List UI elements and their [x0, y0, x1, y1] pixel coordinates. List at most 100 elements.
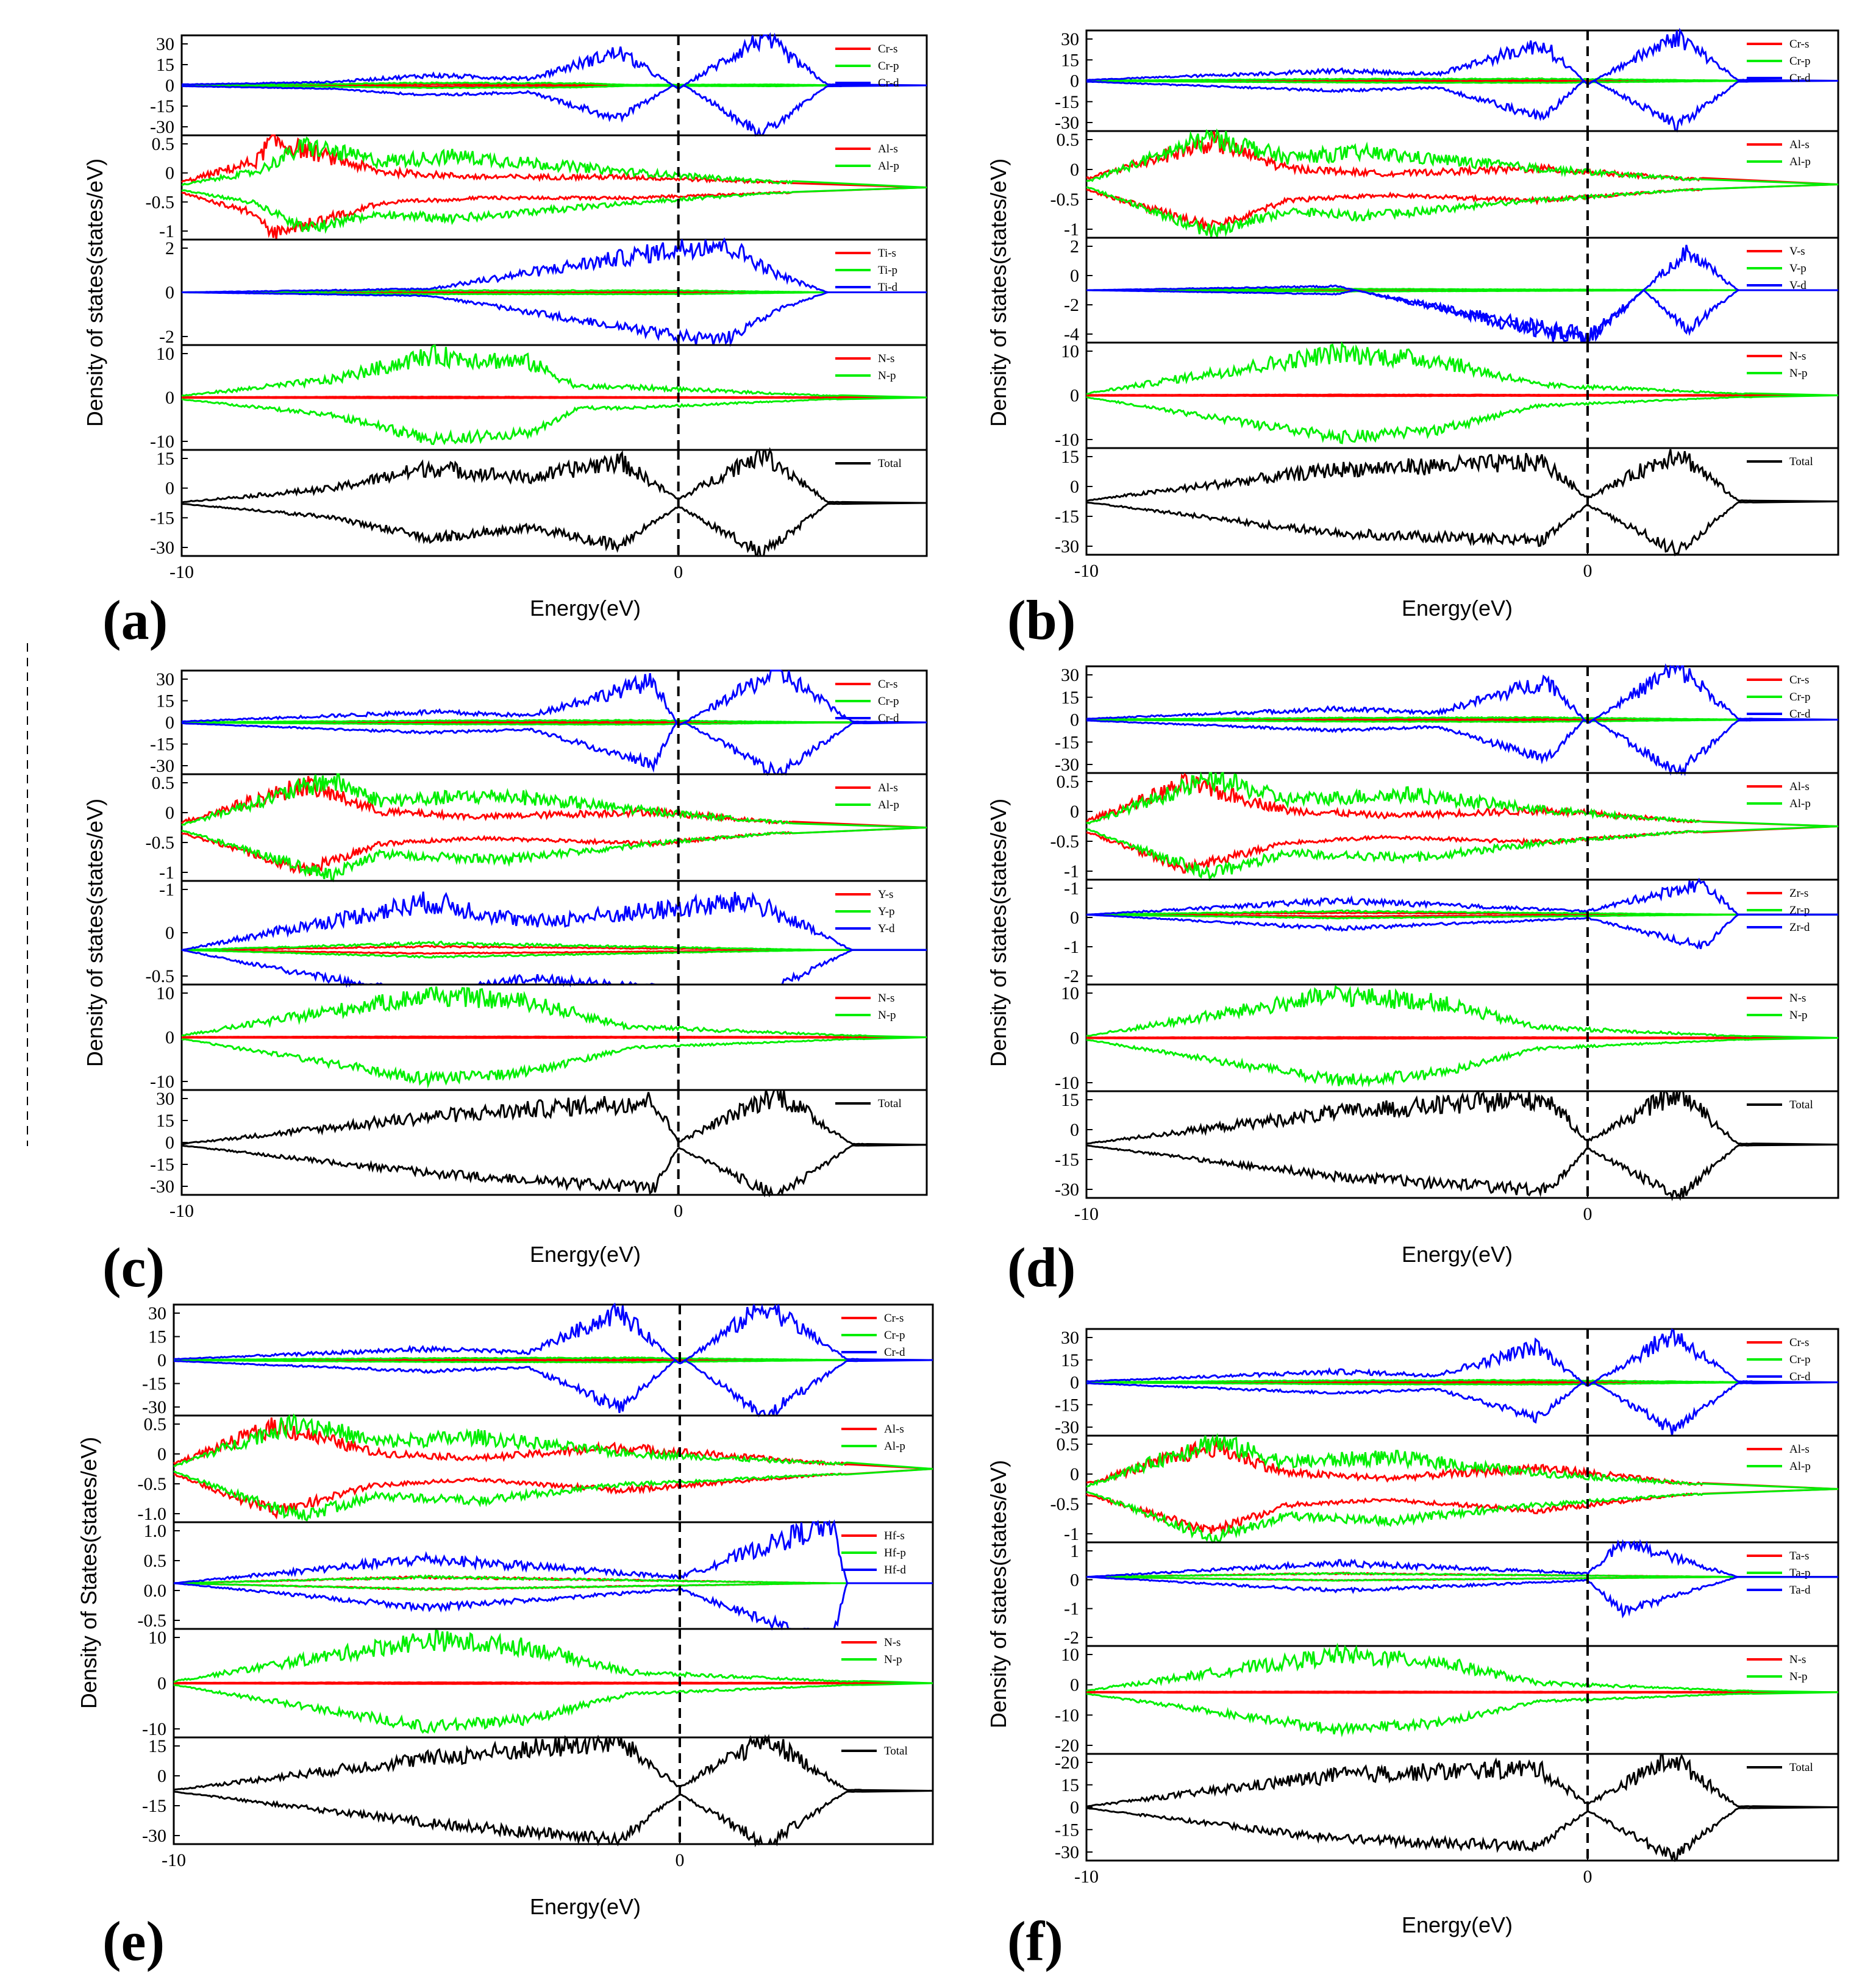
panel-label: (b)	[1007, 589, 1075, 651]
legend-label: Cr-p	[878, 60, 899, 73]
series-Cr-p-down	[182, 84, 927, 90]
series-Total-up	[1086, 1753, 1839, 1808]
subplot: 0.5 0 -0.5 -1 Al-s Al-p	[1050, 1433, 1839, 1544]
chart-0: 30150-15-30Cr-sCr-pCr-d0.50-0.5-1Al-sAl-…	[82, 32, 928, 651]
series-N-p-up	[1086, 985, 1839, 1039]
legend-label: Al-p	[1789, 155, 1811, 168]
y-tick-label: 0	[1070, 1798, 1079, 1818]
legend-label: Cr-s	[1789, 38, 1809, 51]
series-Zr-d-down	[1086, 913, 1838, 950]
series-Cr-d-up	[173, 1302, 933, 1364]
y-tick-label: 0.5	[152, 134, 175, 154]
series-Cr-d-down	[173, 1359, 933, 1417]
y-tick-label: -10	[142, 1719, 166, 1739]
subplot: 0.5 0 -0.5 -1 Al-s Al-p	[1050, 128, 1839, 240]
panel-label: (a)	[102, 589, 168, 651]
y-tick-label: -4	[1064, 324, 1079, 344]
y-tick-label: 30	[148, 1303, 166, 1323]
y-tick-label: -30	[150, 538, 174, 558]
y-tick-label: -10	[150, 432, 174, 452]
series-Total-down	[173, 1790, 933, 1848]
series-Cr-d-up	[1086, 1328, 1839, 1387]
y-tick-label: -15	[142, 1374, 166, 1394]
y-tick-label: 0	[1070, 477, 1079, 497]
series-Total-up	[181, 1089, 927, 1146]
y-tick-label: 0	[1070, 386, 1079, 406]
subplot-frame	[1085, 1541, 1839, 1647]
y-tick-label: -1	[159, 880, 174, 900]
x-tick-label: 0	[674, 1201, 683, 1221]
series-N-p-down	[1086, 1691, 1839, 1737]
y-tick-label: 2	[1070, 237, 1079, 257]
y-tick-label: 0	[1070, 1028, 1079, 1049]
x-tick-label: -10	[1074, 561, 1099, 581]
y-tick-label: 0	[165, 76, 174, 96]
y-tick-label: 0.5	[144, 1414, 167, 1434]
y-tick-label: 0	[1070, 908, 1079, 928]
x-axis-label: Energy(eV)	[530, 596, 641, 621]
subplot: 10 0 -10 N-s N-p	[150, 983, 928, 1092]
series-Ta-p-up	[1086, 1572, 1838, 1578]
series-Cr-d-down	[1086, 1381, 1839, 1436]
y-tick-label: 0	[1070, 71, 1079, 91]
y-tick-label: -15	[1055, 507, 1079, 527]
y-tick-label: -1	[159, 221, 174, 241]
y-axis-label: Density of states(states/eV)	[82, 159, 107, 427]
y-tick-label: -15	[1055, 92, 1079, 112]
legend-label: Zr-d	[1789, 921, 1810, 934]
y-tick-label: 2	[165, 238, 174, 258]
series-Al-s-down	[1085, 1488, 1839, 1535]
series-Al-p-up	[181, 136, 927, 188]
series-Total-down	[181, 1144, 927, 1198]
subplot: 1.0 0.5 0.0 -0.5 Hf-s Hf-p Hf-d	[138, 1519, 934, 1631]
legend-label: Cr-p	[1789, 691, 1810, 704]
subplot: 0.5 0 -0.5 -1 Al-s Al-p	[146, 773, 928, 883]
y-tick-label: -1	[1064, 861, 1079, 882]
y-tick-label: -1	[159, 863, 174, 883]
y-tick-label: 0	[1070, 1570, 1079, 1590]
legend-label: Zr-p	[1789, 904, 1810, 917]
legend-label: Cr-s	[878, 678, 897, 691]
x-tick-label: -10	[162, 1850, 186, 1870]
series-N-p-down	[181, 1036, 927, 1089]
y-tick-label: 30	[156, 669, 174, 689]
series-N-p-down	[1086, 1037, 1839, 1088]
series-N-p-up	[1086, 341, 1839, 396]
legend-label: Al-p	[1789, 797, 1811, 810]
y-tick-label: 0	[165, 388, 174, 408]
series-N-s-down	[1086, 1037, 1839, 1040]
series-Cr-d-down	[1086, 719, 1839, 777]
legend-label: V-d	[1789, 279, 1806, 292]
y-tick-label: 0	[157, 1673, 166, 1694]
legend-label: Al-p	[1789, 1460, 1811, 1473]
y-tick-label: 0	[157, 1444, 166, 1464]
x-tick-label: 0	[1583, 1867, 1592, 1887]
y-tick-label: 0	[165, 923, 174, 943]
y-tick-label: 0	[165, 803, 174, 823]
subplot: 10 0 -10 N-s N-p	[142, 1628, 934, 1739]
legend-label: N-s	[878, 992, 894, 1005]
subplot-frame	[1085, 1645, 1839, 1755]
series-Ta-p-down	[1086, 1576, 1838, 1582]
x-tick-label: -10	[1074, 1867, 1099, 1887]
series-V-d-down	[1086, 289, 1838, 344]
x-tick-label: 0	[676, 1850, 685, 1870]
series-Total-down	[1086, 1806, 1839, 1862]
legend-label: Y-d	[878, 922, 895, 935]
chart-4: 30 15 0 -15 -30 Cr-s Cr-p Cr-d 0.5 0 -0.5 -1.0 Al-s A…	[76, 1302, 934, 1972]
y-tick-label: 15	[148, 1327, 166, 1347]
legend-label: Zr-s	[1789, 887, 1808, 900]
y-tick-label: -2	[1064, 295, 1079, 315]
legend-label: Al-s	[878, 143, 898, 155]
y-tick-label: 0	[1070, 266, 1079, 286]
series-Al-p-down	[1086, 183, 1839, 239]
y-tick-label: -30	[1055, 1842, 1079, 1862]
series-Cr-d-up	[1086, 663, 1839, 724]
y-tick-label: 0	[1070, 1675, 1079, 1695]
series-Hf-p-down	[173, 1582, 933, 1591]
legend-label: N-p	[1789, 367, 1808, 380]
y-tick-label: 0	[1070, 802, 1079, 822]
legend-label: Cr-d	[1789, 72, 1811, 85]
y-tick-label: -15	[150, 508, 174, 528]
